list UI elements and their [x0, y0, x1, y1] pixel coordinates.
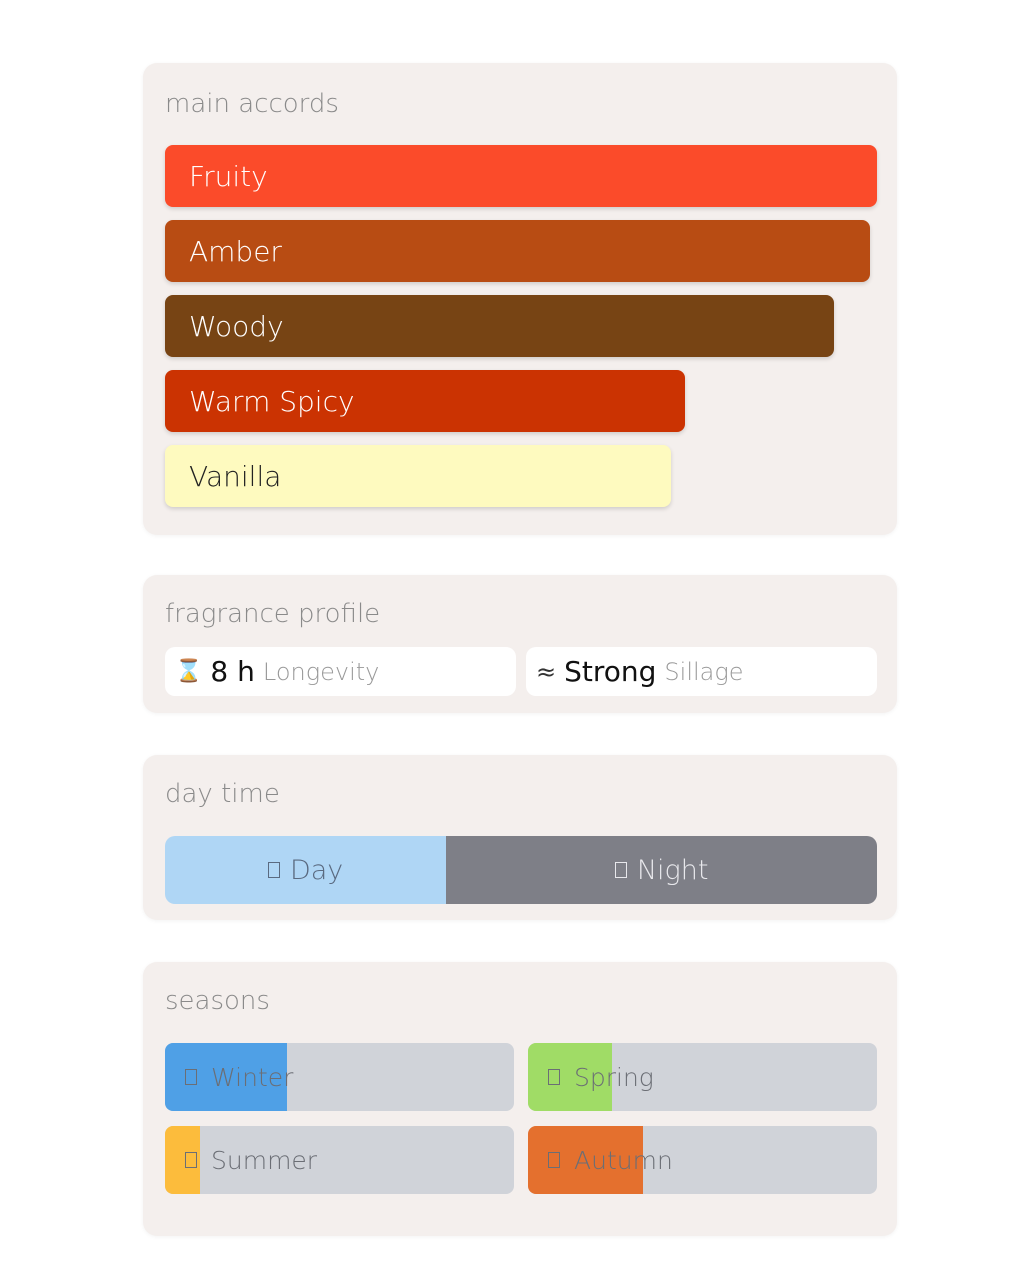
autumn-icon: [548, 1152, 560, 1168]
season-bar-autumn: Autumn: [528, 1126, 877, 1194]
season-fill: [165, 1126, 200, 1194]
accord-label: Fruity: [189, 159, 268, 193]
longevity-pill: ⌛ 8 h Longevity: [165, 647, 516, 696]
season-label: Autumn: [574, 1145, 673, 1175]
longevity-label: Longevity: [262, 657, 380, 686]
season-bar-spring: Spring: [528, 1043, 877, 1111]
longevity-value: 8 h: [210, 655, 255, 688]
season-fill: [528, 1126, 644, 1194]
season-fill: [528, 1043, 612, 1111]
sun-icon: [267, 862, 280, 878]
summer-icon: [185, 1152, 197, 1168]
fragrance-profile-card: fragrance profile ⌛ 8 h Longevity ≈ Stro…: [143, 575, 897, 713]
season-text: Summer: [185, 1126, 317, 1194]
card-title: fragrance profile: [165, 599, 381, 629]
sillage-value: Strong: [564, 655, 657, 688]
moon-icon: [614, 862, 627, 878]
sillage-label: Sillage: [664, 657, 744, 686]
main-accords-card: main accords Fruity Amber Woody Warm Spicy V…: [143, 63, 897, 535]
season-text: Spring: [548, 1043, 654, 1111]
spring-icon: [548, 1069, 560, 1085]
day-segment: Day: [165, 836, 447, 904]
night-label: Night: [636, 854, 709, 886]
card-title: seasons: [165, 986, 270, 1016]
accord-bar-fruity: Fruity: [165, 145, 877, 207]
accord-label: Amber: [189, 234, 282, 268]
winter-icon: [185, 1069, 197, 1085]
accord-label: Warm Spicy: [189, 384, 355, 418]
seasons-card: seasons Winter Spring Summer Autumn: [143, 962, 897, 1236]
day-time-card: day time Day Night: [143, 755, 897, 920]
hourglass-icon: ⌛: [175, 659, 203, 684]
accord-bar-warm-spicy: Warm Spicy: [165, 370, 685, 432]
accord-bar-woody: Woody: [165, 295, 835, 357]
night-segment: Night: [446, 836, 877, 904]
card-title: main accords: [165, 89, 339, 119]
day-label: Day: [289, 854, 344, 886]
accord-bar-vanilla: Vanilla: [165, 445, 671, 507]
sillage-pill: ≈ Strong Sillage: [526, 647, 877, 696]
season-text: Autumn: [548, 1126, 673, 1194]
accord-label: Woody: [189, 309, 284, 343]
accord-bar-amber: Amber: [165, 220, 870, 282]
accord-label: Vanilla: [189, 459, 282, 493]
season-bar-summer: Summer: [165, 1126, 514, 1194]
card-title: day time: [165, 779, 280, 809]
season-label: Summer: [211, 1145, 318, 1175]
season-text: Winter: [185, 1043, 293, 1111]
season-label: Winter: [211, 1062, 294, 1092]
season-label: Spring: [574, 1062, 654, 1092]
season-bar-winter: Winter: [165, 1043, 514, 1111]
waves-icon: ≈: [536, 657, 557, 686]
day-night-bar: Day Night: [165, 836, 877, 904]
